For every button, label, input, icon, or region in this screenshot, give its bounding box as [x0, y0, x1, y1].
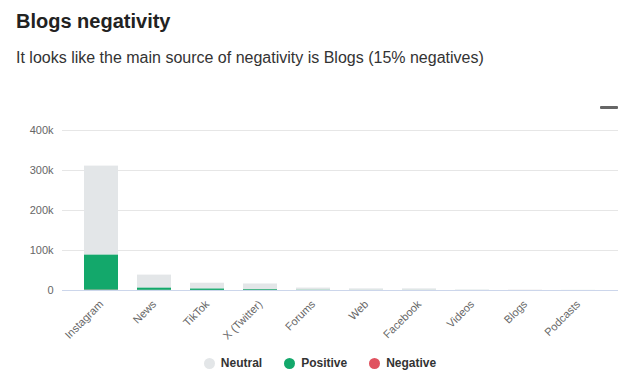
- svg-text:300k: 300k: [30, 164, 54, 176]
- svg-text:Web: Web: [346, 298, 370, 322]
- html-text:Negative: Negative: [386, 356, 437, 370]
- svg-text:Videos: Videos: [444, 297, 476, 329]
- html-text:Neutral: Neutral: [220, 356, 263, 370]
- svg-text:400k: 400k: [30, 124, 54, 136]
- svg-text:Instagram: Instagram: [62, 298, 105, 341]
- svg-text:Facebook: Facebook: [381, 297, 424, 340]
- svg-text:TikTok: TikTok: [181, 297, 212, 328]
- svg-text:Forums: Forums: [283, 297, 318, 332]
- html-text:Blogs negativity: Blogs negativity: [16, 10, 171, 32]
- svg-text:100k: 100k: [30, 244, 54, 256]
- svg-text:News: News: [130, 297, 158, 325]
- svg-text:200k: 200k: [30, 204, 54, 216]
- svg-text:X (Twitter): X (Twitter): [220, 298, 264, 342]
- html-text:It looks like the main source: It looks like the main source of negativ…: [16, 49, 484, 66]
- svg-text:0: 0: [47, 284, 53, 296]
- svg-text:Blogs: Blogs: [501, 297, 529, 325]
- html-text:Positive: Positive: [301, 356, 348, 370]
- svg-text:Podcasts: Podcasts: [542, 297, 583, 338]
